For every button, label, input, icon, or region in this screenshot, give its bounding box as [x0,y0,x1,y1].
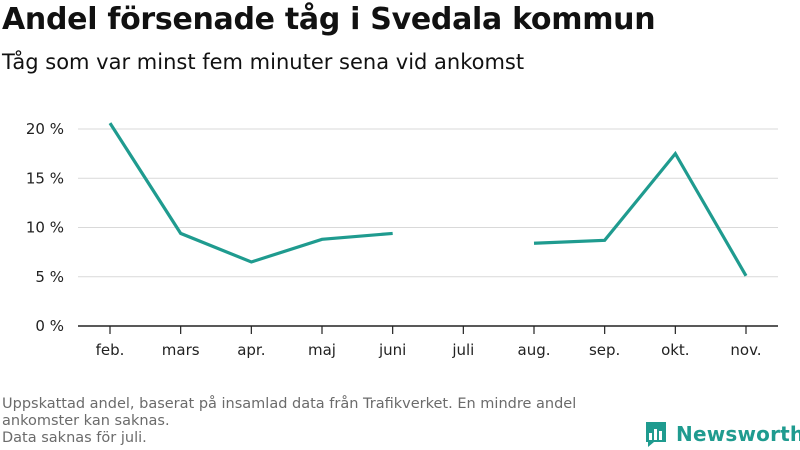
x-tick-label: juli [451,341,474,359]
footnote: Uppskattad andel, baserat på insamlad da… [2,396,632,447]
x-tick-label: okt. [661,341,690,359]
newsworthy-logo[interactable]: Newsworthy [644,419,800,449]
x-tick-label: apr. [237,341,265,359]
y-tick-label: 20 % [26,120,64,138]
x-tick-label: aug. [518,341,551,359]
x-tick-label: juni [378,341,406,359]
grid-lines [78,128,778,327]
x-tick-label: feb. [96,341,125,359]
y-axis-ticks: 0 % 5 % 10 % 15 % 20 % [26,120,64,335]
bar-chart-bubble-icon [646,422,666,447]
brand-name: Newsworthy [676,422,800,446]
chart-title: Andel försenade tåg i Svedala kommun [2,2,656,37]
y-tick-label: 5 % [35,268,64,286]
x-tick-label: mars [162,341,200,359]
y-tick-label: 15 % [26,169,64,187]
series-line-segment [108,122,393,264]
x-tick-label: maj [308,341,336,359]
y-tick-label: 0 % [35,317,64,335]
y-tick-label: 10 % [26,219,64,237]
series-line-segment [533,150,748,277]
x-tick-label: sep. [589,341,620,359]
chart-subtitle: Tåg som var minst fem minuter sena vid a… [2,50,525,74]
footnote-missing-data: Data saknas för juli. [2,430,147,446]
x-tick-label: nov. [730,341,761,359]
x-axis-ticks: feb. mars apr. maj juni juli aug. sep. okt. nov. [96,326,762,359]
footnote-source: Uppskattad andel, baserat på insamlad da… [2,396,577,429]
series-lines [108,122,748,277]
